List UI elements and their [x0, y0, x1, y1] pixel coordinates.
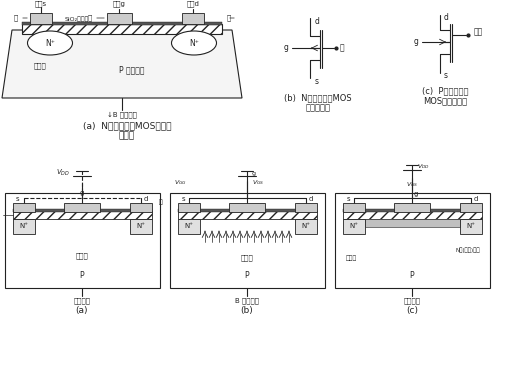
- Text: N⁺: N⁺: [136, 223, 145, 229]
- Text: 耗尽层: 耗尽层: [34, 63, 47, 69]
- Bar: [178, 219, 200, 234]
- Text: N⁺: N⁺: [301, 223, 311, 229]
- Text: d: d: [315, 16, 320, 26]
- Bar: [295, 219, 317, 234]
- Text: N⁺: N⁺: [45, 38, 55, 48]
- Text: 衬: 衬: [340, 44, 345, 52]
- Text: N⁺: N⁺: [189, 38, 199, 48]
- Bar: [365, 219, 460, 227]
- Text: s: s: [16, 196, 19, 202]
- Bar: [64, 203, 100, 212]
- Bar: [178, 211, 317, 219]
- Bar: [130, 203, 152, 212]
- Bar: [5, 193, 160, 288]
- Text: 耗尽层: 耗尽层: [75, 253, 88, 259]
- Bar: [335, 193, 490, 288]
- Bar: [13, 219, 35, 234]
- Text: $V_{GS}$: $V_{GS}$: [252, 179, 264, 187]
- Text: s: s: [181, 196, 185, 202]
- Text: (b)  N沟道增强型MOS: (b) N沟道增强型MOS: [284, 93, 352, 103]
- Text: 铝: 铝: [14, 15, 18, 21]
- Text: g: g: [414, 191, 418, 197]
- Text: $V_{GS}$: $V_{GS}$: [406, 180, 418, 189]
- Text: s: s: [444, 71, 448, 80]
- Text: d: d: [444, 13, 449, 22]
- Text: $V_{DD}$: $V_{DD}$: [56, 168, 70, 178]
- Text: N⁺: N⁺: [185, 223, 193, 229]
- Text: 衬底引线: 衬底引线: [73, 298, 90, 304]
- Text: N⁺: N⁺: [20, 223, 28, 229]
- Text: (b): (b): [240, 305, 253, 314]
- Bar: [13, 211, 152, 219]
- Text: 衬底引线: 衬底引线: [403, 298, 420, 304]
- Text: g: g: [283, 44, 288, 52]
- Text: 管代表符号: 管代表符号: [306, 103, 330, 112]
- Text: 耗尽层: 耗尽层: [345, 255, 357, 261]
- Bar: [343, 219, 365, 234]
- Bar: [343, 211, 482, 219]
- Polygon shape: [2, 30, 242, 98]
- Bar: [178, 203, 200, 212]
- Bar: [22, 22, 222, 25]
- Bar: [460, 203, 482, 212]
- Bar: [394, 203, 430, 212]
- Text: s: s: [315, 77, 319, 86]
- Text: 源极s: 源极s: [35, 1, 47, 7]
- Text: P: P: [245, 272, 249, 280]
- Text: (a): (a): [76, 305, 88, 314]
- Text: 衬底: 衬底: [474, 28, 483, 36]
- Bar: [295, 203, 317, 212]
- Text: 漏极d: 漏极d: [187, 1, 200, 7]
- Text: d: d: [144, 196, 148, 202]
- Ellipse shape: [172, 31, 217, 55]
- Text: $V_{GG}$: $V_{GG}$: [174, 179, 187, 187]
- Ellipse shape: [27, 31, 72, 55]
- Bar: [460, 219, 482, 234]
- Bar: [178, 209, 317, 212]
- Text: 耗尽层: 耗尽层: [240, 255, 253, 261]
- Text: P: P: [80, 272, 84, 280]
- Text: P: P: [409, 272, 414, 280]
- Text: B 衬底引线: B 衬底引线: [235, 298, 259, 304]
- Bar: [22, 24, 222, 34]
- Text: 栅极g: 栅极g: [113, 1, 126, 7]
- Text: 示意图: 示意图: [119, 131, 135, 141]
- Text: s: s: [346, 196, 350, 202]
- Text: d: d: [474, 196, 478, 202]
- Text: N⁺: N⁺: [466, 223, 476, 229]
- Text: g: g: [252, 170, 256, 176]
- Bar: [170, 193, 325, 288]
- Bar: [130, 219, 152, 234]
- Text: ↓B 衬底引脚: ↓B 衬底引脚: [107, 112, 137, 118]
- Text: 铝: 铝: [227, 15, 231, 21]
- Bar: [13, 203, 35, 212]
- Bar: [343, 203, 365, 212]
- Bar: [343, 209, 482, 212]
- Text: g: g: [413, 38, 418, 46]
- Text: (c): (c): [406, 305, 418, 314]
- Text: $V_{DD}$: $V_{DD}$: [417, 163, 430, 171]
- Text: g: g: [80, 190, 84, 196]
- Text: MOS管代表符号: MOS管代表符号: [423, 96, 467, 106]
- Bar: [30, 13, 52, 24]
- Text: d: d: [309, 196, 313, 202]
- Text: N⁺: N⁺: [349, 223, 358, 229]
- Text: N型(感生)沟道: N型(感生)沟道: [455, 247, 480, 253]
- Text: 铝: 铝: [88, 15, 92, 21]
- Text: (a)  N沟道增强型MOS管结构: (a) N沟道增强型MOS管结构: [83, 122, 171, 131]
- Text: SiO₂绝缘层: SiO₂绝缘层: [65, 16, 89, 22]
- Bar: [229, 203, 265, 212]
- Bar: [107, 13, 132, 24]
- Bar: [13, 209, 152, 212]
- Text: (c)  P沟道增强型: (c) P沟道增强型: [422, 87, 468, 96]
- Text: P 型硅衬底: P 型硅衬底: [119, 65, 145, 74]
- Text: 铝: 铝: [159, 199, 163, 205]
- Bar: [182, 13, 204, 24]
